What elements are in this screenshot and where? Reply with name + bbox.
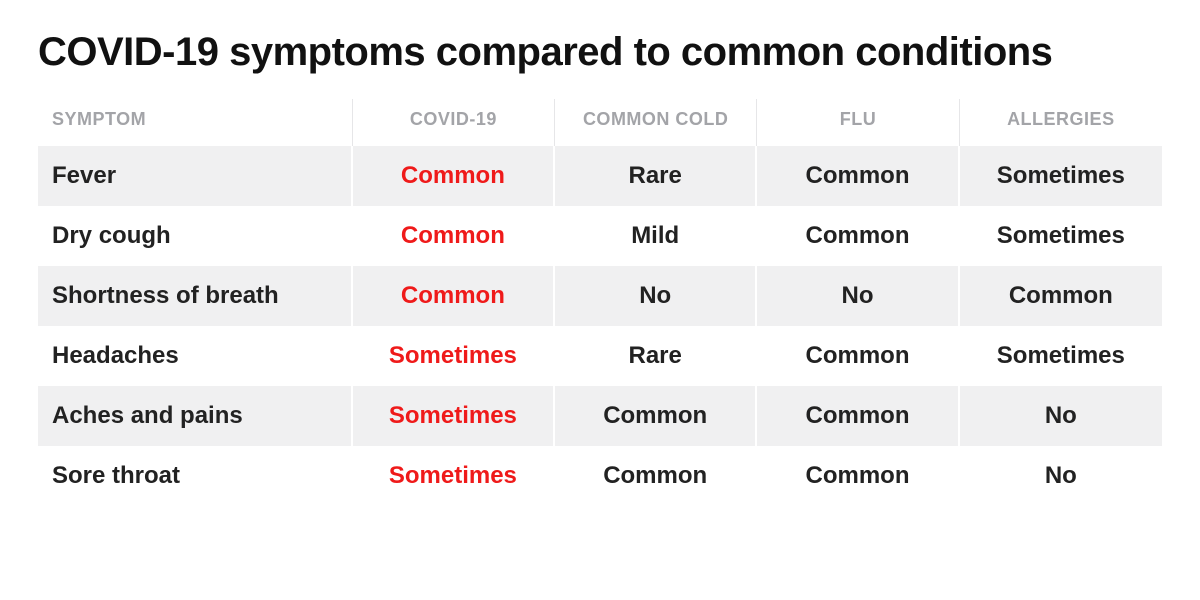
cell-flu: Common bbox=[757, 206, 959, 266]
cell-cold: Common bbox=[555, 386, 757, 446]
cell-cold: Mild bbox=[555, 206, 757, 266]
cell-symptom: Fever bbox=[38, 146, 353, 206]
col-header-allergies: ALLERGIES bbox=[960, 99, 1162, 146]
cell-flu: Common bbox=[757, 446, 959, 506]
cell-symptom: Dry cough bbox=[38, 206, 353, 266]
col-header-cold: COMMON COLD bbox=[555, 99, 757, 146]
table-row: Dry cough Common Mild Common Sometimes bbox=[38, 206, 1162, 266]
table-row: Headaches Sometimes Rare Common Sometime… bbox=[38, 326, 1162, 386]
cell-cold: Common bbox=[555, 446, 757, 506]
cell-symptom: Shortness of breath bbox=[38, 266, 353, 326]
table-body: Fever Common Rare Common Sometimes Dry c… bbox=[38, 146, 1162, 506]
cell-allergies: Common bbox=[960, 266, 1162, 326]
cell-flu: Common bbox=[757, 146, 959, 206]
table-row: Sore throat Sometimes Common Common No bbox=[38, 446, 1162, 506]
cell-allergies: Sometimes bbox=[960, 206, 1162, 266]
col-header-flu: FLU bbox=[757, 99, 959, 146]
cell-covid: Common bbox=[353, 266, 555, 326]
cell-cold: No bbox=[555, 266, 757, 326]
cell-allergies: No bbox=[960, 386, 1162, 446]
cell-flu: No bbox=[757, 266, 959, 326]
table-row: Fever Common Rare Common Sometimes bbox=[38, 146, 1162, 206]
page-title: COVID-19 symptoms compared to common con… bbox=[38, 30, 1162, 75]
col-header-covid: COVID-19 bbox=[353, 99, 555, 146]
cell-symptom: Headaches bbox=[38, 326, 353, 386]
cell-allergies: Sometimes bbox=[960, 326, 1162, 386]
table-row: Aches and pains Sometimes Common Common … bbox=[38, 386, 1162, 446]
cell-symptom: Sore throat bbox=[38, 446, 353, 506]
cell-flu: Common bbox=[757, 386, 959, 446]
cell-covid: Common bbox=[353, 146, 555, 206]
col-header-symptom: SYMPTOM bbox=[38, 99, 353, 146]
cell-covid: Sometimes bbox=[353, 386, 555, 446]
cell-allergies: No bbox=[960, 446, 1162, 506]
cell-covid: Common bbox=[353, 206, 555, 266]
symptom-comparison-table: SYMPTOM COVID-19 COMMON COLD FLU ALLERGI… bbox=[38, 99, 1162, 506]
cell-allergies: Sometimes bbox=[960, 146, 1162, 206]
cell-covid: Sometimes bbox=[353, 446, 555, 506]
cell-flu: Common bbox=[757, 326, 959, 386]
cell-symptom: Aches and pains bbox=[38, 386, 353, 446]
table-header-row: SYMPTOM COVID-19 COMMON COLD FLU ALLERGI… bbox=[38, 99, 1162, 146]
cell-covid: Sometimes bbox=[353, 326, 555, 386]
cell-cold: Rare bbox=[555, 326, 757, 386]
table-row: Shortness of breath Common No No Common bbox=[38, 266, 1162, 326]
cell-cold: Rare bbox=[555, 146, 757, 206]
